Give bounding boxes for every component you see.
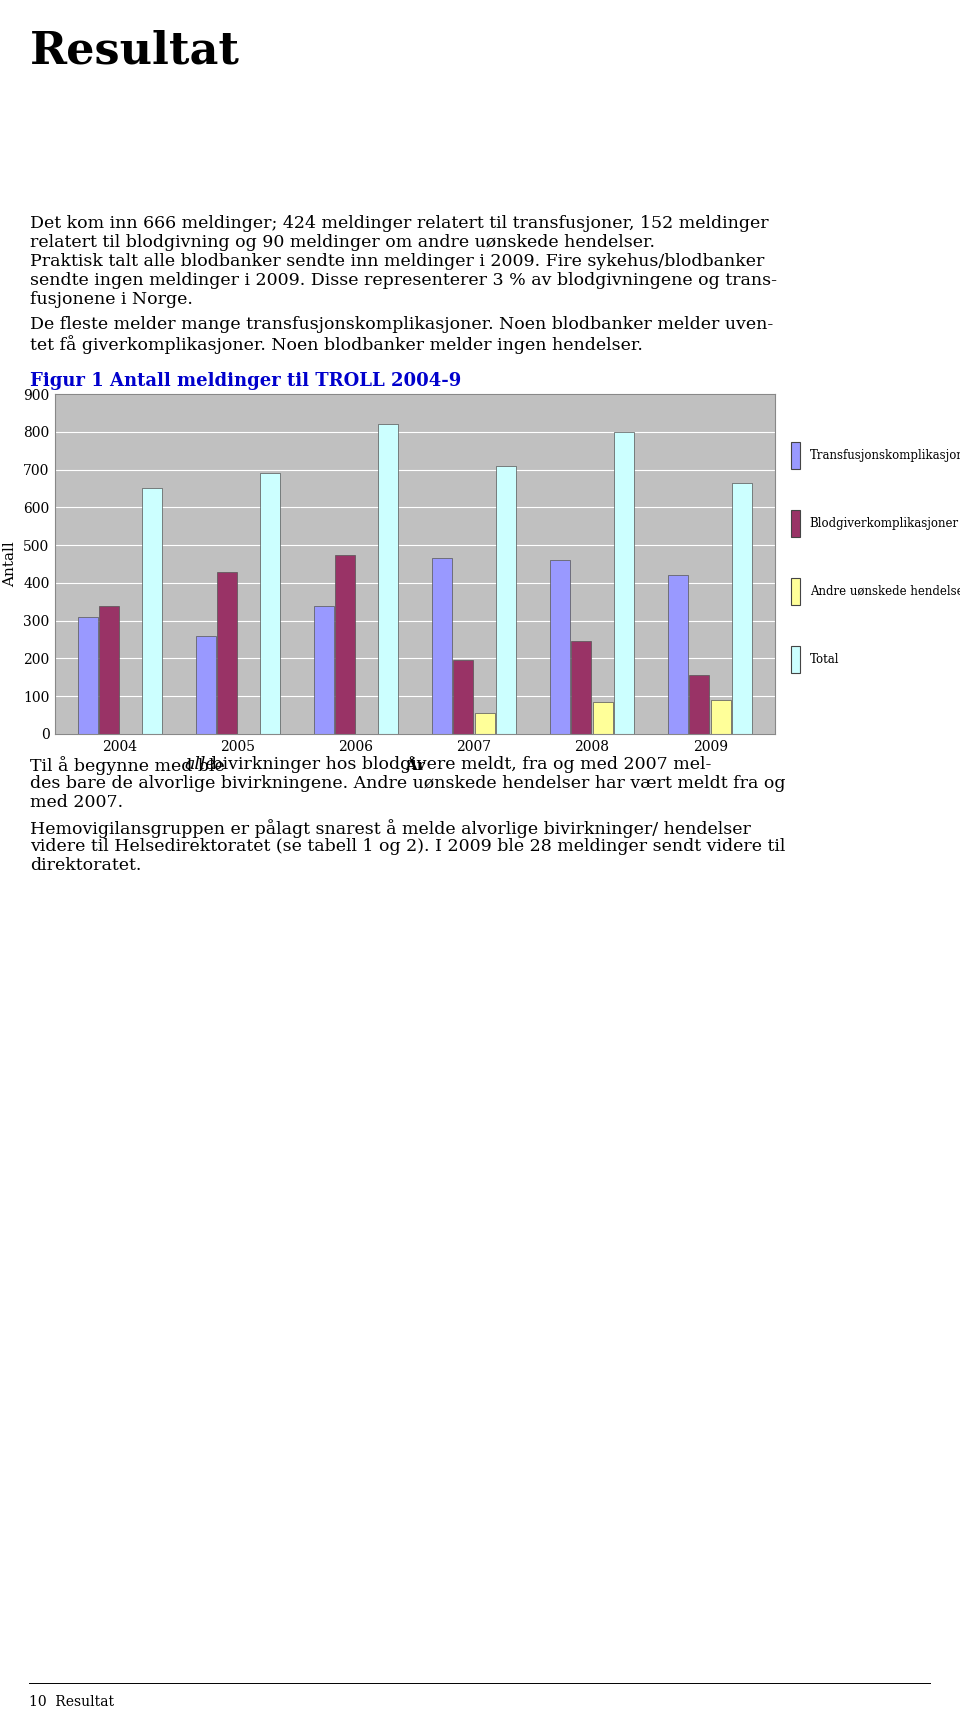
Text: Til å begynne med ble: Til å begynne med ble <box>30 755 230 774</box>
Text: Resultat: Resultat <box>30 29 240 73</box>
Bar <box>689 675 709 734</box>
Bar <box>432 558 452 734</box>
Text: Andre uønskede hendelser: Andre uønskede hendelser <box>809 585 960 598</box>
Bar <box>496 466 516 734</box>
Text: tet få giverkomplikasjoner. Noen blodbanker melder ingen hendelser.: tet få giverkomplikasjoner. Noen blodban… <box>30 334 643 353</box>
X-axis label: År: År <box>405 759 425 772</box>
Text: De fleste melder mange transfusjonskomplikasjoner. Noen blodbanker melder uven-: De fleste melder mange transfusjonskompl… <box>30 315 773 333</box>
Text: Hemovigilansgruppen er pålagt snarest å melde alvorlige bivirkninger/ hendelser: Hemovigilansgruppen er pålagt snarest å … <box>30 819 751 838</box>
Bar <box>791 442 800 469</box>
Text: Det kom inn 666 meldinger; 424 meldinger relatert til transfusjoner, 152 melding: Det kom inn 666 meldinger; 424 meldinger… <box>30 215 769 232</box>
Text: Total: Total <box>809 653 839 665</box>
Bar <box>78 617 98 734</box>
Bar <box>592 701 612 734</box>
Text: sendte ingen meldinger i 2009. Disse representerer 3 % av blodgivningene og tran: sendte ingen meldinger i 2009. Disse rep… <box>30 272 777 289</box>
Bar <box>99 606 119 734</box>
Text: alle: alle <box>184 755 216 772</box>
Bar <box>142 488 162 734</box>
Bar <box>550 559 570 734</box>
Text: 10  Resultat: 10 Resultat <box>29 1696 114 1709</box>
Text: des bare de alvorlige bivirkningene. Andre uønskede hendelser har vært meldt fra: des bare de alvorlige bivirkningene. And… <box>30 774 785 792</box>
Text: Blodgiverkomplikasjoner: Blodgiverkomplikasjoner <box>809 516 959 530</box>
Text: med 2007.: med 2007. <box>30 793 123 811</box>
Bar <box>732 483 752 734</box>
Bar <box>314 606 334 734</box>
Bar <box>613 431 634 734</box>
Bar <box>260 473 280 734</box>
Text: direktoratet.: direktoratet. <box>30 857 141 875</box>
Bar <box>474 714 494 734</box>
Text: Transfusjonskomplikasjoner: Transfusjonskomplikasjoner <box>809 449 960 462</box>
Bar <box>571 641 591 734</box>
Bar <box>335 554 355 734</box>
Text: Figur 1 Antall meldinger til TROLL 2004-9: Figur 1 Antall meldinger til TROLL 2004-… <box>30 372 461 390</box>
Y-axis label: Antall: Antall <box>4 540 17 587</box>
Text: fusjonene i Norge.: fusjonene i Norge. <box>30 291 193 308</box>
Text: videre til Helsedirektoratet (se tabell 1 og 2). I 2009 ble 28 meldinger sendt v: videre til Helsedirektoratet (se tabell … <box>30 838 785 856</box>
Bar <box>710 700 731 734</box>
Bar <box>791 577 800 604</box>
Text: bivirkninger hos blodgivere meldt, fra og med 2007 mel-: bivirkninger hos blodgivere meldt, fra o… <box>206 755 711 772</box>
Bar <box>791 646 800 672</box>
Bar <box>668 575 688 734</box>
Bar <box>196 636 216 734</box>
Bar <box>791 509 800 537</box>
Bar <box>217 572 237 734</box>
Bar <box>378 424 397 734</box>
Text: Praktisk talt alle blodbanker sendte inn meldinger i 2009. Fire sykehus/blodbank: Praktisk talt alle blodbanker sendte inn… <box>30 253 764 270</box>
Bar <box>453 660 473 734</box>
Text: relatert til blodgivning og 90 meldinger om andre uønskede hendelser.: relatert til blodgivning og 90 meldinger… <box>30 234 655 251</box>
